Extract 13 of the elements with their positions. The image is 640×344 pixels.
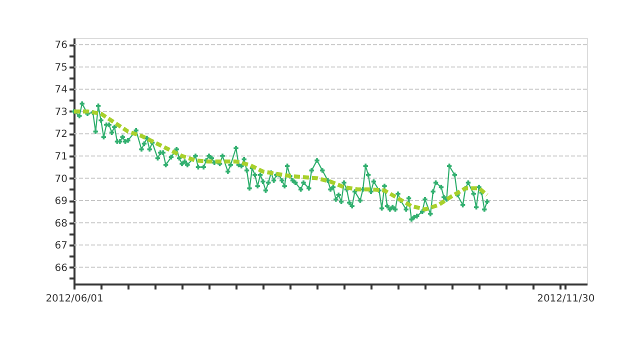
x-tick-label: 2012/06/01 — [46, 294, 104, 304]
y-tick-label: 68 — [54, 218, 68, 230]
x-tick-label: 2012/11/30 — [537, 294, 595, 304]
y-tick-label: 71 — [54, 151, 68, 162]
y-tick-label: 66 — [54, 262, 68, 274]
y-tick-label: 75 — [54, 62, 68, 74]
y-tick-label: 73 — [54, 106, 68, 118]
y-tick-label: 72 — [54, 129, 68, 140]
y-tick-label: 67 — [54, 240, 68, 252]
y-tick-label: 74 — [54, 84, 68, 96]
y-tick-label: 69 — [54, 196, 68, 208]
y-tick-label: 70 — [54, 174, 68, 185]
y-tick-label: 76 — [54, 40, 68, 52]
